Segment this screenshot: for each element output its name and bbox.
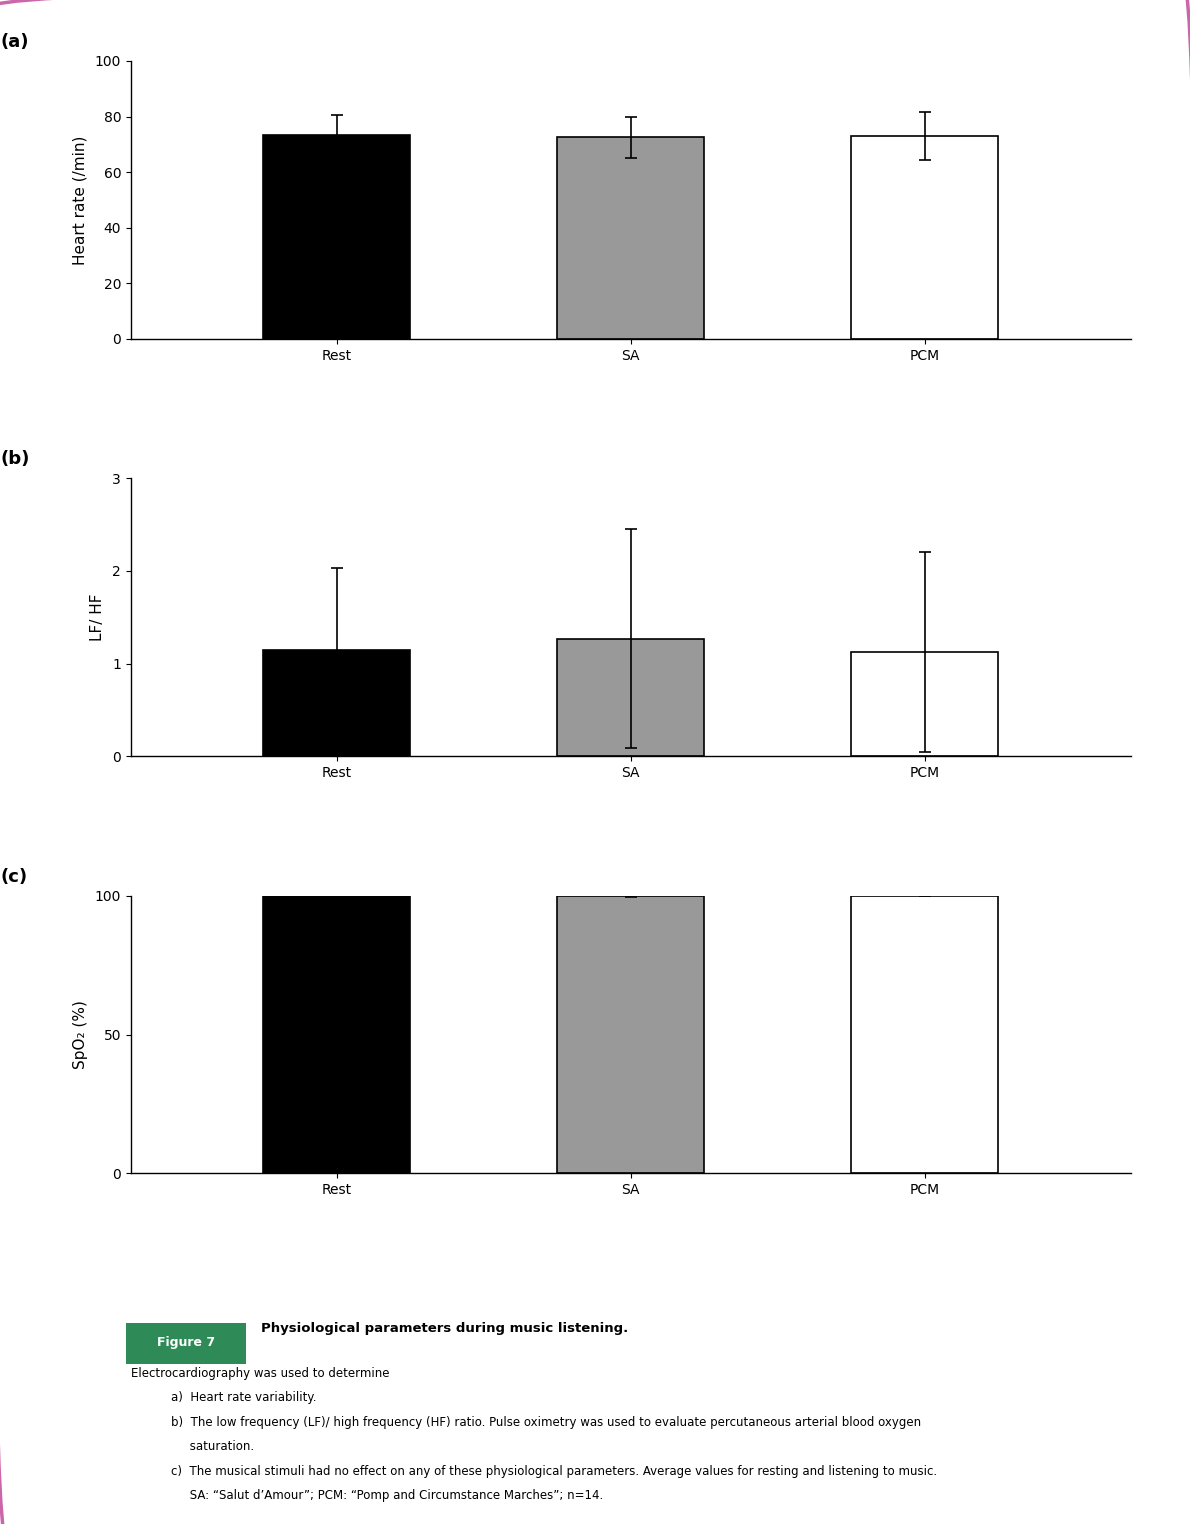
Text: a)  Heart rate variability.: a) Heart rate variability. [171,1391,317,1405]
Text: Figure 7: Figure 7 [157,1337,215,1349]
Text: Electrocardiography was used to determine: Electrocardiography was used to determin… [131,1367,389,1381]
Text: b)  The low frequency (LF)/ high frequency (HF) ratio. Pulse oximetry was used t: b) The low frequency (LF)/ high frequenc… [171,1416,921,1430]
Bar [851,652,998,756]
Y-axis label: Heart rate (/min): Heart rate (/min) [73,136,88,265]
Text: saturation.: saturation. [171,1440,253,1454]
Bar [557,137,704,338]
Bar [557,639,704,756]
Text: Physiological parameters during music listening.: Physiological parameters during music li… [261,1321,628,1335]
Bar [263,649,411,756]
Y-axis label: LF/ HF: LF/ HF [90,593,106,642]
Bar [851,136,998,338]
Bar [851,896,998,1173]
Text: (c): (c) [1,867,29,885]
Bar [263,134,411,338]
Text: (a): (a) [1,34,30,52]
Text: SA: “Salut d’Amour”; PCM: “Pomp and Circumstance Marches”; n=14.: SA: “Salut d’Amour”; PCM: “Pomp and Circ… [171,1489,603,1503]
Text: (b): (b) [1,451,30,468]
Text: c)  The musical stimuli had no effect on any of these physiological parameters. : c) The musical stimuli had no effect on … [171,1465,937,1478]
Y-axis label: SpO₂ (%): SpO₂ (%) [73,1000,88,1068]
Bar [557,896,704,1173]
Bar [263,896,411,1173]
FancyBboxPatch shape [126,1323,246,1364]
